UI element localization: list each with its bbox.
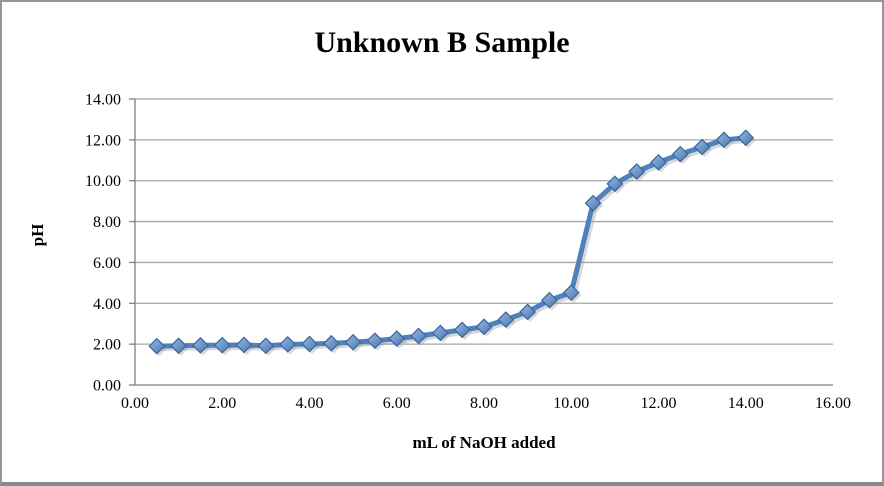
data-point-marker	[213, 336, 231, 354]
data-point-marker	[322, 334, 340, 352]
x-tick-label: 8.00	[470, 395, 498, 412]
data-point-marker	[301, 335, 318, 353]
data-point-marker	[148, 337, 166, 355]
data-point-marker	[279, 335, 297, 353]
data-point-marker	[192, 336, 209, 354]
y-tick-label: 4.00	[93, 296, 121, 313]
data-point-marker	[497, 311, 515, 329]
data-point-marker	[475, 318, 493, 336]
data-point-marker	[650, 153, 667, 171]
y-tick-label: 8.00	[93, 214, 121, 231]
x-tick-label: 12.00	[641, 395, 677, 412]
data-point-marker	[562, 284, 580, 302]
data-point-marker	[170, 337, 188, 355]
data-point-marker	[388, 330, 406, 348]
data-point-marker	[541, 291, 558, 309]
data-point-marker	[366, 332, 384, 350]
x-tick-label: 4.00	[296, 395, 324, 412]
data-point-marker	[606, 175, 624, 193]
x-tick-label: 0.00	[121, 395, 149, 412]
data-point-marker	[693, 138, 711, 156]
x-axis-title: mL of NaOH added	[412, 433, 556, 452]
data-point-marker	[344, 333, 362, 351]
x-tick-label: 10.00	[553, 395, 589, 412]
data-point-marker	[235, 336, 253, 354]
y-tick-label: 12.00	[85, 132, 121, 149]
plot-area: 0.00 2.00 4.00 6.00 8.00 10.00 12.00 14.00 0.00 2…	[85, 92, 851, 413]
data-point-marker	[737, 129, 755, 147]
y-tick-label: 0.00	[93, 378, 121, 395]
data-point-marker	[671, 145, 689, 163]
series-line-shadow	[156, 137, 751, 352]
series-line	[154, 135, 749, 349]
data-point-marker	[628, 163, 646, 180]
x-tick-label: 6.00	[383, 395, 411, 412]
y-tick-label: 6.00	[93, 255, 121, 272]
data-point-marker	[584, 194, 602, 212]
y-tick-label: 10.00	[85, 173, 121, 190]
data-point-marker	[257, 337, 275, 355]
x-tick-label: 2.00	[208, 395, 236, 412]
data-point-marker	[453, 321, 471, 339]
x-tick-label: 16.00	[815, 395, 851, 412]
y-tick-label: 14.00	[85, 92, 121, 109]
data-point-marker	[410, 327, 427, 345]
data-point-marker	[431, 324, 449, 342]
data-point-marker	[715, 131, 733, 149]
x-tick-label: 14.00	[728, 395, 764, 412]
chart-title: Unknown B Sample	[314, 26, 570, 59]
y-tick-label: 2.00	[93, 337, 121, 354]
data-point-marker	[519, 303, 537, 321]
